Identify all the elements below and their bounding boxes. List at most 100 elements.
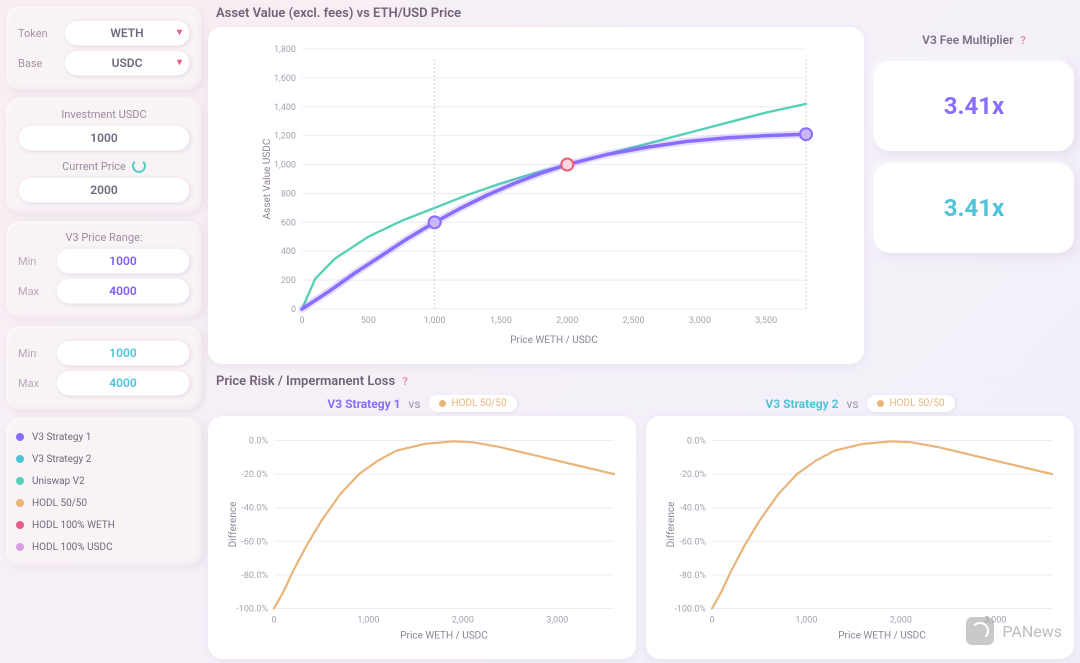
svg-text:-60.0%: -60.0% bbox=[679, 537, 706, 547]
help-icon[interactable]: ? bbox=[1020, 34, 1025, 47]
legend-dot-icon bbox=[16, 455, 24, 463]
svg-text:1,600: 1,600 bbox=[274, 74, 296, 84]
svg-text:-80.0%: -80.0% bbox=[679, 571, 706, 581]
svg-text:Difference: Difference bbox=[227, 502, 239, 548]
fee-metric-card: 3.41x bbox=[874, 163, 1074, 253]
main-chart-card: 02004006008001,0001,2001,4001,6001,80005… bbox=[208, 27, 864, 364]
wechat-icon bbox=[966, 617, 994, 645]
token-label: Token bbox=[18, 27, 56, 40]
legend-item[interactable]: HODL 100% WETH bbox=[16, 514, 192, 536]
legend-dot-icon bbox=[439, 400, 446, 407]
min-label: Min bbox=[18, 255, 48, 268]
svg-text:0.0%: 0.0% bbox=[687, 437, 706, 447]
legend-dot-icon bbox=[16, 477, 24, 485]
svg-text:2,000: 2,000 bbox=[890, 616, 912, 626]
svg-text:1,000: 1,000 bbox=[274, 161, 296, 171]
svg-text:Difference: Difference bbox=[665, 502, 677, 548]
hodl-chip[interactable]: HODL 50/50 bbox=[867, 395, 955, 412]
risk-chart-svg: -100.0%-80.0%-60.0%-40.0%-20.0%0.0%01,00… bbox=[222, 428, 622, 647]
svg-text:-40.0%: -40.0% bbox=[679, 504, 706, 514]
svg-text:600: 600 bbox=[281, 218, 296, 228]
range2-max-input[interactable]: 4000 bbox=[56, 370, 190, 396]
main: Asset Value (excl. fees) vs ETH/USD Pric… bbox=[208, 4, 1074, 659]
fee-title: V3 Fee Multiplier bbox=[922, 33, 1013, 47]
svg-text:0: 0 bbox=[709, 616, 714, 626]
range1-min-input[interactable]: 1000 bbox=[56, 248, 190, 274]
watermark: PANews bbox=[966, 617, 1062, 645]
svg-text:3,000: 3,000 bbox=[689, 316, 711, 326]
legend-item[interactable]: HODL 100% USDC bbox=[16, 536, 192, 558]
legend-item[interactable]: Uniswap V2 bbox=[16, 470, 192, 492]
svg-text:-20.0%: -20.0% bbox=[241, 470, 268, 480]
svg-text:3,500: 3,500 bbox=[755, 316, 777, 326]
token-value: WETH bbox=[110, 26, 143, 40]
chevron-down-icon: ▾ bbox=[177, 50, 182, 76]
svg-text:0: 0 bbox=[271, 616, 276, 626]
legend-label: V3 Strategy 1 bbox=[32, 432, 91, 443]
svg-text:Price WETH / USDC: Price WETH / USDC bbox=[400, 631, 488, 642]
max-label: Max bbox=[18, 285, 48, 298]
legend-dot-icon bbox=[16, 499, 24, 507]
svg-text:2,500: 2,500 bbox=[623, 316, 645, 326]
sidebar: Token WETH ▾ Base USDC ▾ Investment USDC… bbox=[6, 4, 202, 659]
svg-text:200: 200 bbox=[281, 276, 296, 286]
svg-text:500: 500 bbox=[361, 316, 376, 326]
svg-text:-100.0%: -100.0% bbox=[236, 605, 268, 615]
base-label: Base bbox=[18, 57, 56, 70]
legend-dot-icon bbox=[877, 400, 884, 407]
svg-text:Price WETH / USDC: Price WETH / USDC bbox=[510, 335, 598, 346]
token-select[interactable]: WETH ▾ bbox=[64, 20, 190, 46]
legend-dot-icon bbox=[16, 433, 24, 441]
legend-item[interactable]: V3 Strategy 1 bbox=[16, 426, 192, 448]
risk-title: Price Risk / Impermanent Loss bbox=[216, 374, 395, 389]
legend-label: V3 Strategy 2 bbox=[32, 454, 91, 465]
svg-text:400: 400 bbox=[281, 247, 296, 257]
vs-text: vs bbox=[847, 397, 859, 411]
svg-text:-60.0%: -60.0% bbox=[241, 537, 268, 547]
svg-text:1,500: 1,500 bbox=[490, 316, 512, 326]
legend-label: HODL 50/50 bbox=[32, 498, 87, 509]
legend-label: HODL 100% USDC bbox=[32, 542, 113, 553]
svg-text:-80.0%: -80.0% bbox=[241, 571, 268, 581]
risk-chart: V3 Strategy 1 vs HODL 50/50 -100.0%-80.0… bbox=[208, 395, 636, 659]
legend-item[interactable]: HODL 50/50 bbox=[16, 492, 192, 514]
svg-text:800: 800 bbox=[281, 189, 296, 199]
fee-metric-value: 3.41x bbox=[944, 92, 1004, 120]
svg-text:2,000: 2,000 bbox=[452, 616, 474, 626]
legend-panel: V3 Strategy 1 V3 Strategy 2 Uniswap V2 HODL… bbox=[6, 418, 202, 566]
svg-text:2,000: 2,000 bbox=[556, 316, 578, 326]
risk-chart-svg: -100.0%-80.0%-60.0%-40.0%-20.0%0.0%01,00… bbox=[660, 428, 1060, 647]
svg-text:1,000: 1,000 bbox=[424, 316, 446, 326]
svg-text:1,400: 1,400 bbox=[274, 103, 296, 113]
range1-max-input[interactable]: 4000 bbox=[56, 278, 190, 304]
svg-text:1,000: 1,000 bbox=[357, 616, 379, 626]
range-panel-2: Min 1000 Max 4000 bbox=[6, 326, 202, 410]
min-label-2: Min bbox=[18, 347, 48, 360]
investment-input[interactable]: 1000 bbox=[18, 125, 190, 151]
legend-dot-icon bbox=[16, 521, 24, 529]
main-chart-title: Asset Value (excl. fees) vs ETH/USD Pric… bbox=[216, 6, 1074, 21]
help-icon[interactable]: ? bbox=[402, 375, 407, 388]
fee-metric-card: 3.41x bbox=[874, 61, 1074, 151]
base-select[interactable]: USDC ▾ bbox=[64, 50, 190, 76]
hodl-chip[interactable]: HODL 50/50 bbox=[429, 395, 517, 412]
range-panel-1: V3 Price Range: Min 1000 Max 4000 bbox=[6, 221, 202, 318]
current-price-input[interactable]: 2000 bbox=[18, 177, 190, 203]
legend-label: HODL 100% WETH bbox=[32, 520, 115, 531]
risk-chart-heading: V3 Strategy 2 bbox=[765, 397, 838, 411]
svg-text:1,800: 1,800 bbox=[274, 45, 296, 55]
token-panel: Token WETH ▾ Base USDC ▾ bbox=[6, 6, 202, 90]
svg-text:Price WETH / USDC: Price WETH / USDC bbox=[838, 631, 926, 642]
legend-item[interactable]: V3 Strategy 2 bbox=[16, 448, 192, 470]
vs-text: vs bbox=[409, 397, 421, 411]
refresh-icon[interactable] bbox=[132, 159, 146, 173]
range2-min-input[interactable]: 1000 bbox=[56, 340, 190, 366]
svg-text:Asset Value USDC: Asset Value USDC bbox=[262, 138, 273, 219]
svg-text:0: 0 bbox=[291, 305, 296, 315]
svg-text:1,200: 1,200 bbox=[274, 132, 296, 142]
range-title: V3 Price Range: bbox=[18, 231, 190, 244]
investment-panel: Investment USDC 1000 Current Price 2000 bbox=[6, 98, 202, 213]
watermark-text: PANews bbox=[1002, 622, 1062, 641]
current-price-label: Current Price bbox=[62, 160, 126, 173]
svg-text:-20.0%: -20.0% bbox=[679, 470, 706, 480]
